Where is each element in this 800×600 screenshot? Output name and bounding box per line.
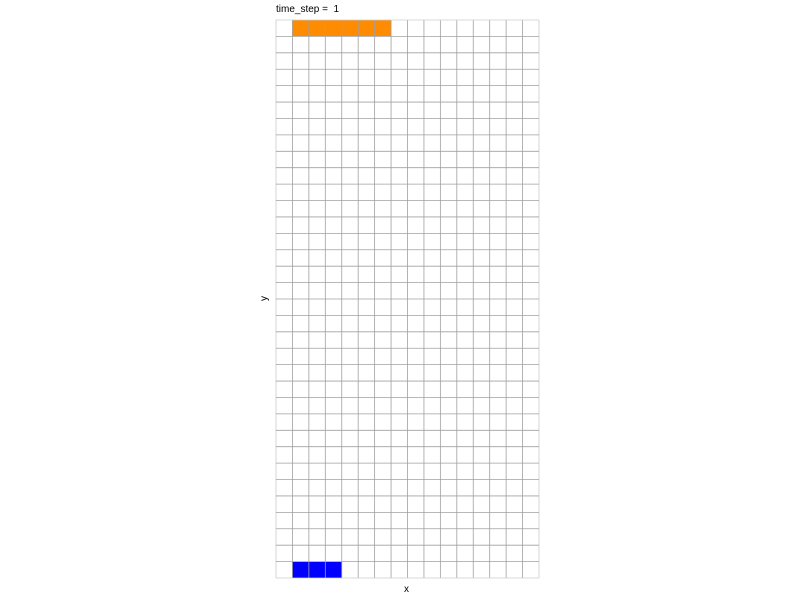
grid-cell-3-33 (325, 20, 342, 37)
grid-cell-2-33 (308, 20, 326, 37)
x-axis-label: x (404, 584, 409, 595)
grid-cell-1-0 (292, 561, 309, 578)
y-axis-label: y (259, 296, 270, 301)
grid-cell-6-33 (374, 20, 392, 37)
grid-cell-3-0 (325, 561, 342, 578)
grid-cell-4-33 (341, 20, 359, 37)
grid-cell-5-33 (358, 20, 375, 37)
grid-cell-2-0 (308, 561, 326, 578)
grid-cell-1-33 (292, 20, 309, 37)
chart-title: time_step = 1 (276, 4, 340, 15)
